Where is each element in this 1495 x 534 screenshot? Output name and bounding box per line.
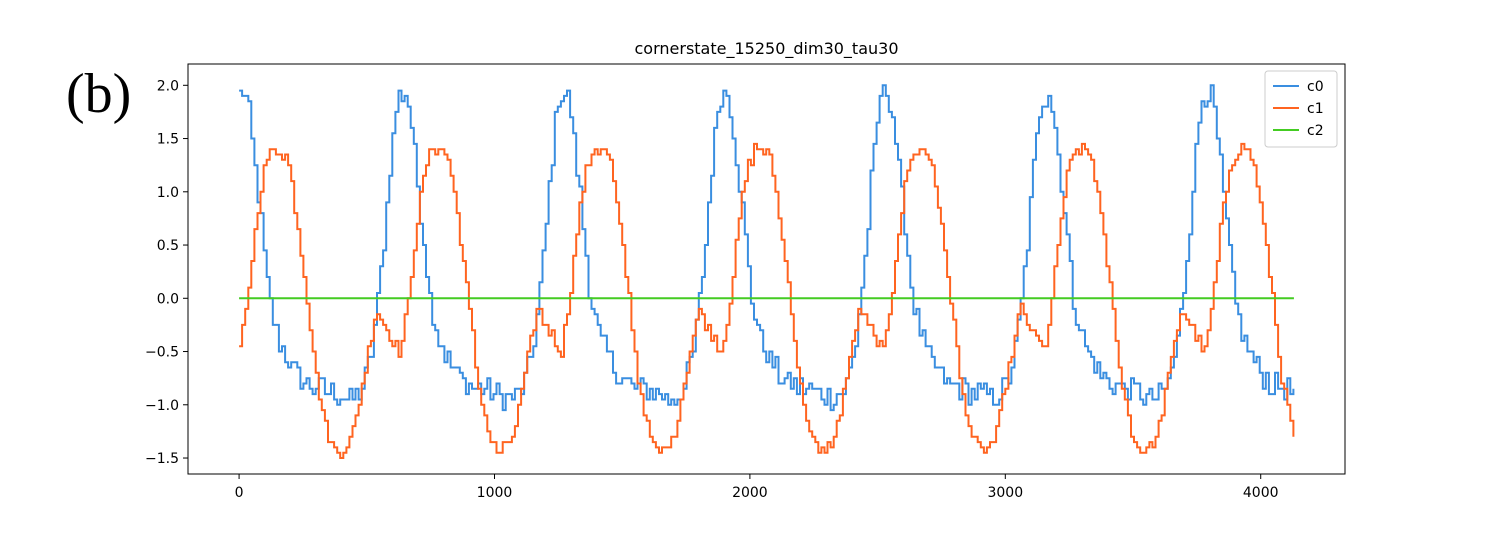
legend-label-c1: c1 [1307, 101, 1324, 117]
legend-box [1264, 70, 1338, 148]
y-tick-label: 0.5 [157, 238, 179, 254]
y-axis: 2.0 1.5 1.0 0.5 0.0 −0.5 −1.0 −1.5 [145, 78, 188, 467]
x-tick-label: 2000 [732, 485, 768, 501]
y-tick-label: 0.0 [157, 291, 179, 307]
series-line-c1 [239, 142, 1295, 459]
y-tick-label: −0.5 [145, 345, 179, 361]
y-tick-label: −1.5 [145, 451, 179, 467]
y-tick-label: 1.0 [157, 185, 179, 201]
y-tick-label: −1.0 [145, 398, 179, 414]
panel-label: (b) [66, 63, 132, 125]
x-axis: 0 1000 2000 3000 4000 [235, 474, 1279, 501]
x-tick-label: 4000 [1243, 485, 1279, 501]
axes-frame [187, 63, 1346, 475]
x-tick-label: 3000 [987, 485, 1023, 501]
y-tick-label: 2.0 [157, 78, 179, 94]
legend-label-c0: c0 [1307, 79, 1324, 95]
y-tick-label: 1.5 [157, 132, 179, 148]
x-tick-label: 1000 [477, 485, 513, 501]
x-tick-label: 0 [235, 485, 244, 501]
legend: c0 c1 c2 [1264, 70, 1338, 148]
plot-lines [239, 84, 1295, 459]
legend-label-c2: c2 [1307, 123, 1324, 139]
series-line-c0 [239, 84, 1295, 412]
chart-title: cornerstate_15250_dim30_tau30 [635, 39, 899, 59]
